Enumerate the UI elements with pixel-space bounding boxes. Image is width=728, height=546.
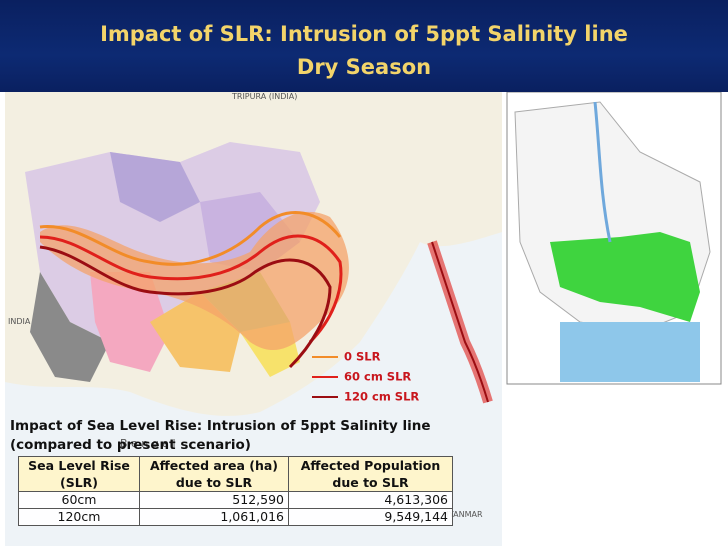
title: Impact of SLR: Intrusion of 5ppt Salinit…	[100, 22, 628, 46]
map-label: B e n g a l	[120, 437, 176, 450]
table-cell: 4,613,306	[288, 491, 453, 509]
salinity-line	[39, 245, 332, 369]
table-cell: 1,061,016	[139, 508, 289, 526]
salinity-zone	[40, 211, 349, 351]
salinity-line	[431, 241, 489, 403]
salinity-line	[39, 211, 342, 266]
map-area: TRIPURA (INDIA) INDIA MYANMAR B e n g a …	[5, 92, 722, 546]
table: Sea Level Rise (SLR) Affected area (ha) …	[18, 456, 453, 526]
legend: 0 SLR 60 cm SLR 120 cm SLR	[312, 350, 419, 404]
table-cell: 120cm	[18, 508, 140, 526]
map-label: INDIA	[8, 317, 31, 326]
salinity-line	[39, 234, 343, 344]
district	[30, 272, 110, 382]
district	[90, 272, 170, 372]
table-header: Sea Level Rise (SLR)	[18, 456, 140, 492]
caption: Impact of Sea Level Rise: Intrusion of 5…	[10, 418, 431, 434]
table-cell: 9,549,144	[288, 508, 453, 526]
table-cell: 60cm	[18, 491, 140, 509]
inset-sea	[560, 322, 700, 382]
subtitle: Dry Season	[296, 55, 432, 79]
legend-label: 60 cm SLR	[344, 370, 411, 384]
caption: (compared to present scenario)	[10, 437, 251, 453]
inset-river	[593, 101, 612, 243]
title-bar: Impact of SLR: Intrusion of 5ppt Salinit…	[0, 0, 728, 92]
district	[110, 152, 200, 222]
table-cell: 512,590	[139, 491, 289, 509]
table-header: Affected Population due to SLR	[288, 456, 453, 492]
map-label: MYANMAR	[442, 510, 483, 519]
legend-label: 0 SLR	[344, 350, 381, 364]
inset-coastal	[550, 232, 700, 322]
map-label: TRIPURA (INDIA)	[231, 92, 297, 101]
table-header: Affected area (ha) due to SLR	[139, 456, 289, 492]
legend-label: 120 cm SLR	[344, 390, 419, 404]
